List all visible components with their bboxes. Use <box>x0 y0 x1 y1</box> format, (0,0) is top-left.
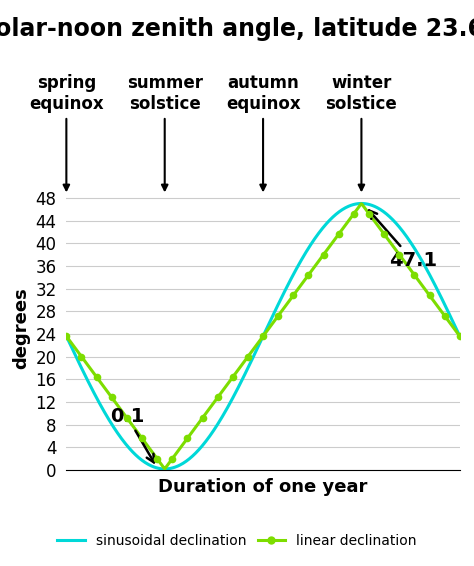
Text: 47.1: 47.1 <box>369 211 437 270</box>
Text: winter
solstice: winter solstice <box>326 74 397 113</box>
Text: Solar-noon zenith angle, latitude 23.6°: Solar-noon zenith angle, latitude 23.6° <box>0 17 474 41</box>
Text: autumn
equinox: autumn equinox <box>226 74 301 113</box>
Text: summer
solstice: summer solstice <box>127 74 203 113</box>
Text: 0.1: 0.1 <box>109 406 154 462</box>
Text: spring
equinox: spring equinox <box>29 74 104 113</box>
Legend: sinusoidal declination, linear declination: sinusoidal declination, linear declinati… <box>52 528 422 554</box>
Y-axis label: degrees: degrees <box>12 288 30 369</box>
X-axis label: Duration of one year: Duration of one year <box>158 478 368 496</box>
